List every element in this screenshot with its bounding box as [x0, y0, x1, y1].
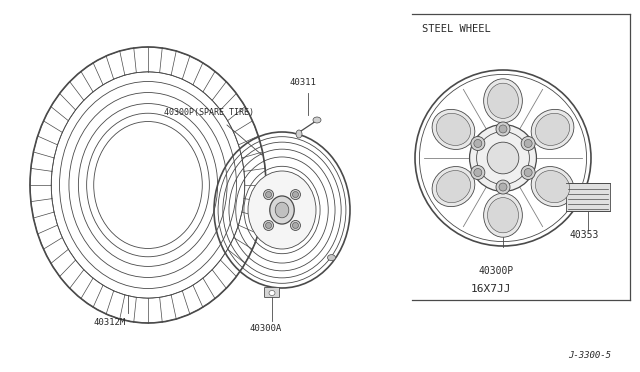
Ellipse shape — [296, 130, 302, 138]
Ellipse shape — [487, 142, 519, 174]
Ellipse shape — [292, 192, 298, 198]
Ellipse shape — [432, 167, 475, 207]
Ellipse shape — [531, 167, 574, 207]
Text: 16X7JJ: 16X7JJ — [471, 284, 511, 294]
Ellipse shape — [313, 117, 321, 123]
Ellipse shape — [471, 166, 485, 180]
Ellipse shape — [432, 109, 475, 150]
FancyBboxPatch shape — [264, 288, 280, 298]
Ellipse shape — [470, 125, 536, 192]
Ellipse shape — [248, 171, 316, 249]
Ellipse shape — [269, 196, 294, 224]
Ellipse shape — [499, 183, 507, 191]
Ellipse shape — [488, 198, 518, 233]
Ellipse shape — [488, 83, 518, 118]
Text: 40300P: 40300P — [479, 266, 515, 276]
Ellipse shape — [496, 122, 510, 136]
Text: 40300A: 40300A — [250, 324, 282, 333]
FancyBboxPatch shape — [566, 183, 610, 211]
Ellipse shape — [275, 202, 289, 218]
Ellipse shape — [292, 222, 298, 228]
Ellipse shape — [269, 291, 275, 295]
Ellipse shape — [484, 79, 522, 123]
Ellipse shape — [264, 221, 273, 230]
Ellipse shape — [266, 222, 271, 228]
Ellipse shape — [436, 170, 470, 203]
Ellipse shape — [264, 190, 273, 199]
Text: 40353: 40353 — [570, 230, 600, 240]
Ellipse shape — [328, 254, 335, 261]
Text: J-3300-5: J-3300-5 — [568, 351, 611, 360]
Ellipse shape — [436, 113, 470, 145]
Ellipse shape — [499, 125, 507, 133]
Ellipse shape — [484, 193, 522, 237]
Ellipse shape — [474, 169, 482, 177]
Ellipse shape — [524, 169, 532, 177]
Ellipse shape — [266, 192, 271, 198]
Ellipse shape — [496, 180, 510, 194]
Ellipse shape — [291, 190, 300, 199]
Text: 40300P(SPARE TIRE): 40300P(SPARE TIRE) — [164, 108, 254, 117]
Ellipse shape — [471, 137, 485, 151]
Text: STEEL WHEEL: STEEL WHEEL — [422, 24, 491, 34]
Ellipse shape — [521, 166, 535, 180]
Ellipse shape — [531, 109, 574, 150]
Text: 40311: 40311 — [290, 78, 317, 87]
Ellipse shape — [524, 140, 532, 147]
Ellipse shape — [474, 140, 482, 147]
Ellipse shape — [291, 221, 300, 230]
Ellipse shape — [521, 137, 535, 151]
Ellipse shape — [536, 170, 570, 203]
Ellipse shape — [536, 113, 570, 145]
Text: 40312M: 40312M — [93, 318, 125, 327]
Ellipse shape — [96, 124, 200, 246]
